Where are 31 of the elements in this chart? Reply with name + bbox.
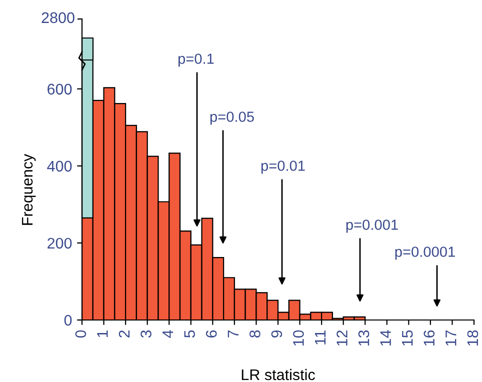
x-tick-label: 2 (118, 330, 130, 338)
y-tick-label: 200 (48, 238, 72, 249)
x-tick-label: 8 (250, 330, 260, 338)
x-tick-label: 15 (402, 330, 413, 346)
annotation: p=0.05 (210, 112, 254, 125)
x-tick-label: 6 (206, 330, 217, 338)
x-tick-label: 13 (358, 330, 370, 346)
x-axis-title: LR statistic (242, 368, 315, 380)
x-tick-label: 4 (162, 330, 174, 338)
x-tick-label: 14 (380, 330, 391, 346)
y-tick-label: 0 (64, 314, 72, 326)
x-tick-label: 10 (293, 330, 304, 346)
annotation: p=0.001 (346, 220, 398, 233)
x-tick-label: 12 (336, 330, 348, 346)
x-tick-label: 16 (424, 330, 435, 346)
x-tick-label: 18 (467, 330, 478, 346)
annotation: p=0.01 (261, 160, 305, 174)
x-tick-label: 0 (75, 330, 86, 338)
annotation: p=0.1 (178, 54, 214, 67)
text: 2800 (42, 12, 74, 24)
annotation: p=0.0001 (395, 246, 455, 260)
x-tick-label: 9 (271, 330, 282, 338)
y-tick-label: 600 (48, 84, 72, 95)
y-axis-title: Frequency (22, 154, 36, 225)
x-tick-label: 5 (184, 330, 195, 338)
x-tick-label: 17 (446, 330, 456, 346)
x-tick-label: 11 (314, 330, 326, 344)
x-tick-label: 1 (97, 330, 108, 338)
x-tick-label: 3 (140, 330, 152, 338)
x-tick-label: 7 (228, 330, 238, 338)
y-tick-label: 400 (47, 160, 72, 172)
